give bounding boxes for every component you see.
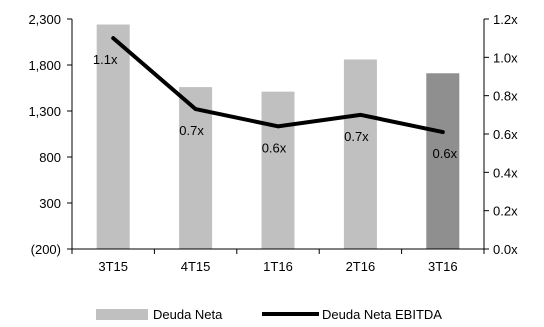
right-tick-label: 0.8x bbox=[493, 89, 518, 104]
data-label: 0.6x bbox=[262, 140, 287, 155]
right-tick-label: 0.4x bbox=[493, 165, 518, 180]
legend-label-deuda-neta: Deuda Neta bbox=[153, 307, 223, 322]
left-tick-label: (200) bbox=[31, 242, 61, 257]
data-labels: 1.1x 0.7x 0.6x 0.7x 0.6x bbox=[93, 52, 458, 161]
right-tick-label: 1.0x bbox=[493, 50, 518, 65]
left-tick-label: 1,800 bbox=[28, 58, 61, 73]
x-tick-label: 2T16 bbox=[346, 259, 376, 274]
legend-swatch-deuda-neta bbox=[96, 309, 148, 320]
right-tick-label: 0.0x bbox=[493, 242, 518, 257]
legend-label-deuda-neta-ebitda: Deuda Neta EBITDA bbox=[322, 307, 442, 322]
line-series bbox=[111, 36, 445, 135]
bar-3T16 bbox=[426, 73, 460, 249]
data-label: 0.7x bbox=[344, 129, 369, 144]
left-tick-label: 2,300 bbox=[28, 12, 61, 27]
x-tick-label: 3T15 bbox=[98, 259, 128, 274]
data-label: 0.7x bbox=[179, 123, 204, 138]
x-tick-label: 1T16 bbox=[263, 259, 293, 274]
data-label: 1.1x bbox=[93, 52, 118, 67]
axes: (200) 300 800 1,300 1,800 2,300 0.0x 0.2x 0.4x 0.… bbox=[28, 12, 518, 274]
legend: Deuda Neta Deuda Neta EBITDA bbox=[96, 307, 442, 322]
left-tick-label: 1,300 bbox=[28, 104, 61, 119]
line-deuda-neta-ebitda bbox=[111, 36, 445, 135]
right-tick-label: 0.2x bbox=[493, 204, 518, 219]
left-tick-label: 300 bbox=[39, 196, 61, 211]
bar-2T16 bbox=[343, 59, 377, 250]
bar-3T15 bbox=[96, 24, 130, 249]
data-label: 0.6x bbox=[433, 146, 458, 161]
bar-1T16 bbox=[261, 91, 295, 250]
left-tick-label: 800 bbox=[39, 150, 61, 165]
x-tick-label: 4T15 bbox=[181, 259, 211, 274]
right-tick-label: 0.6x bbox=[493, 127, 518, 142]
right-tick-label: 1.2x bbox=[493, 12, 518, 27]
bar-4T15 bbox=[179, 87, 213, 249]
bar-series bbox=[96, 24, 460, 250]
x-tick-label: 3T16 bbox=[428, 259, 458, 274]
